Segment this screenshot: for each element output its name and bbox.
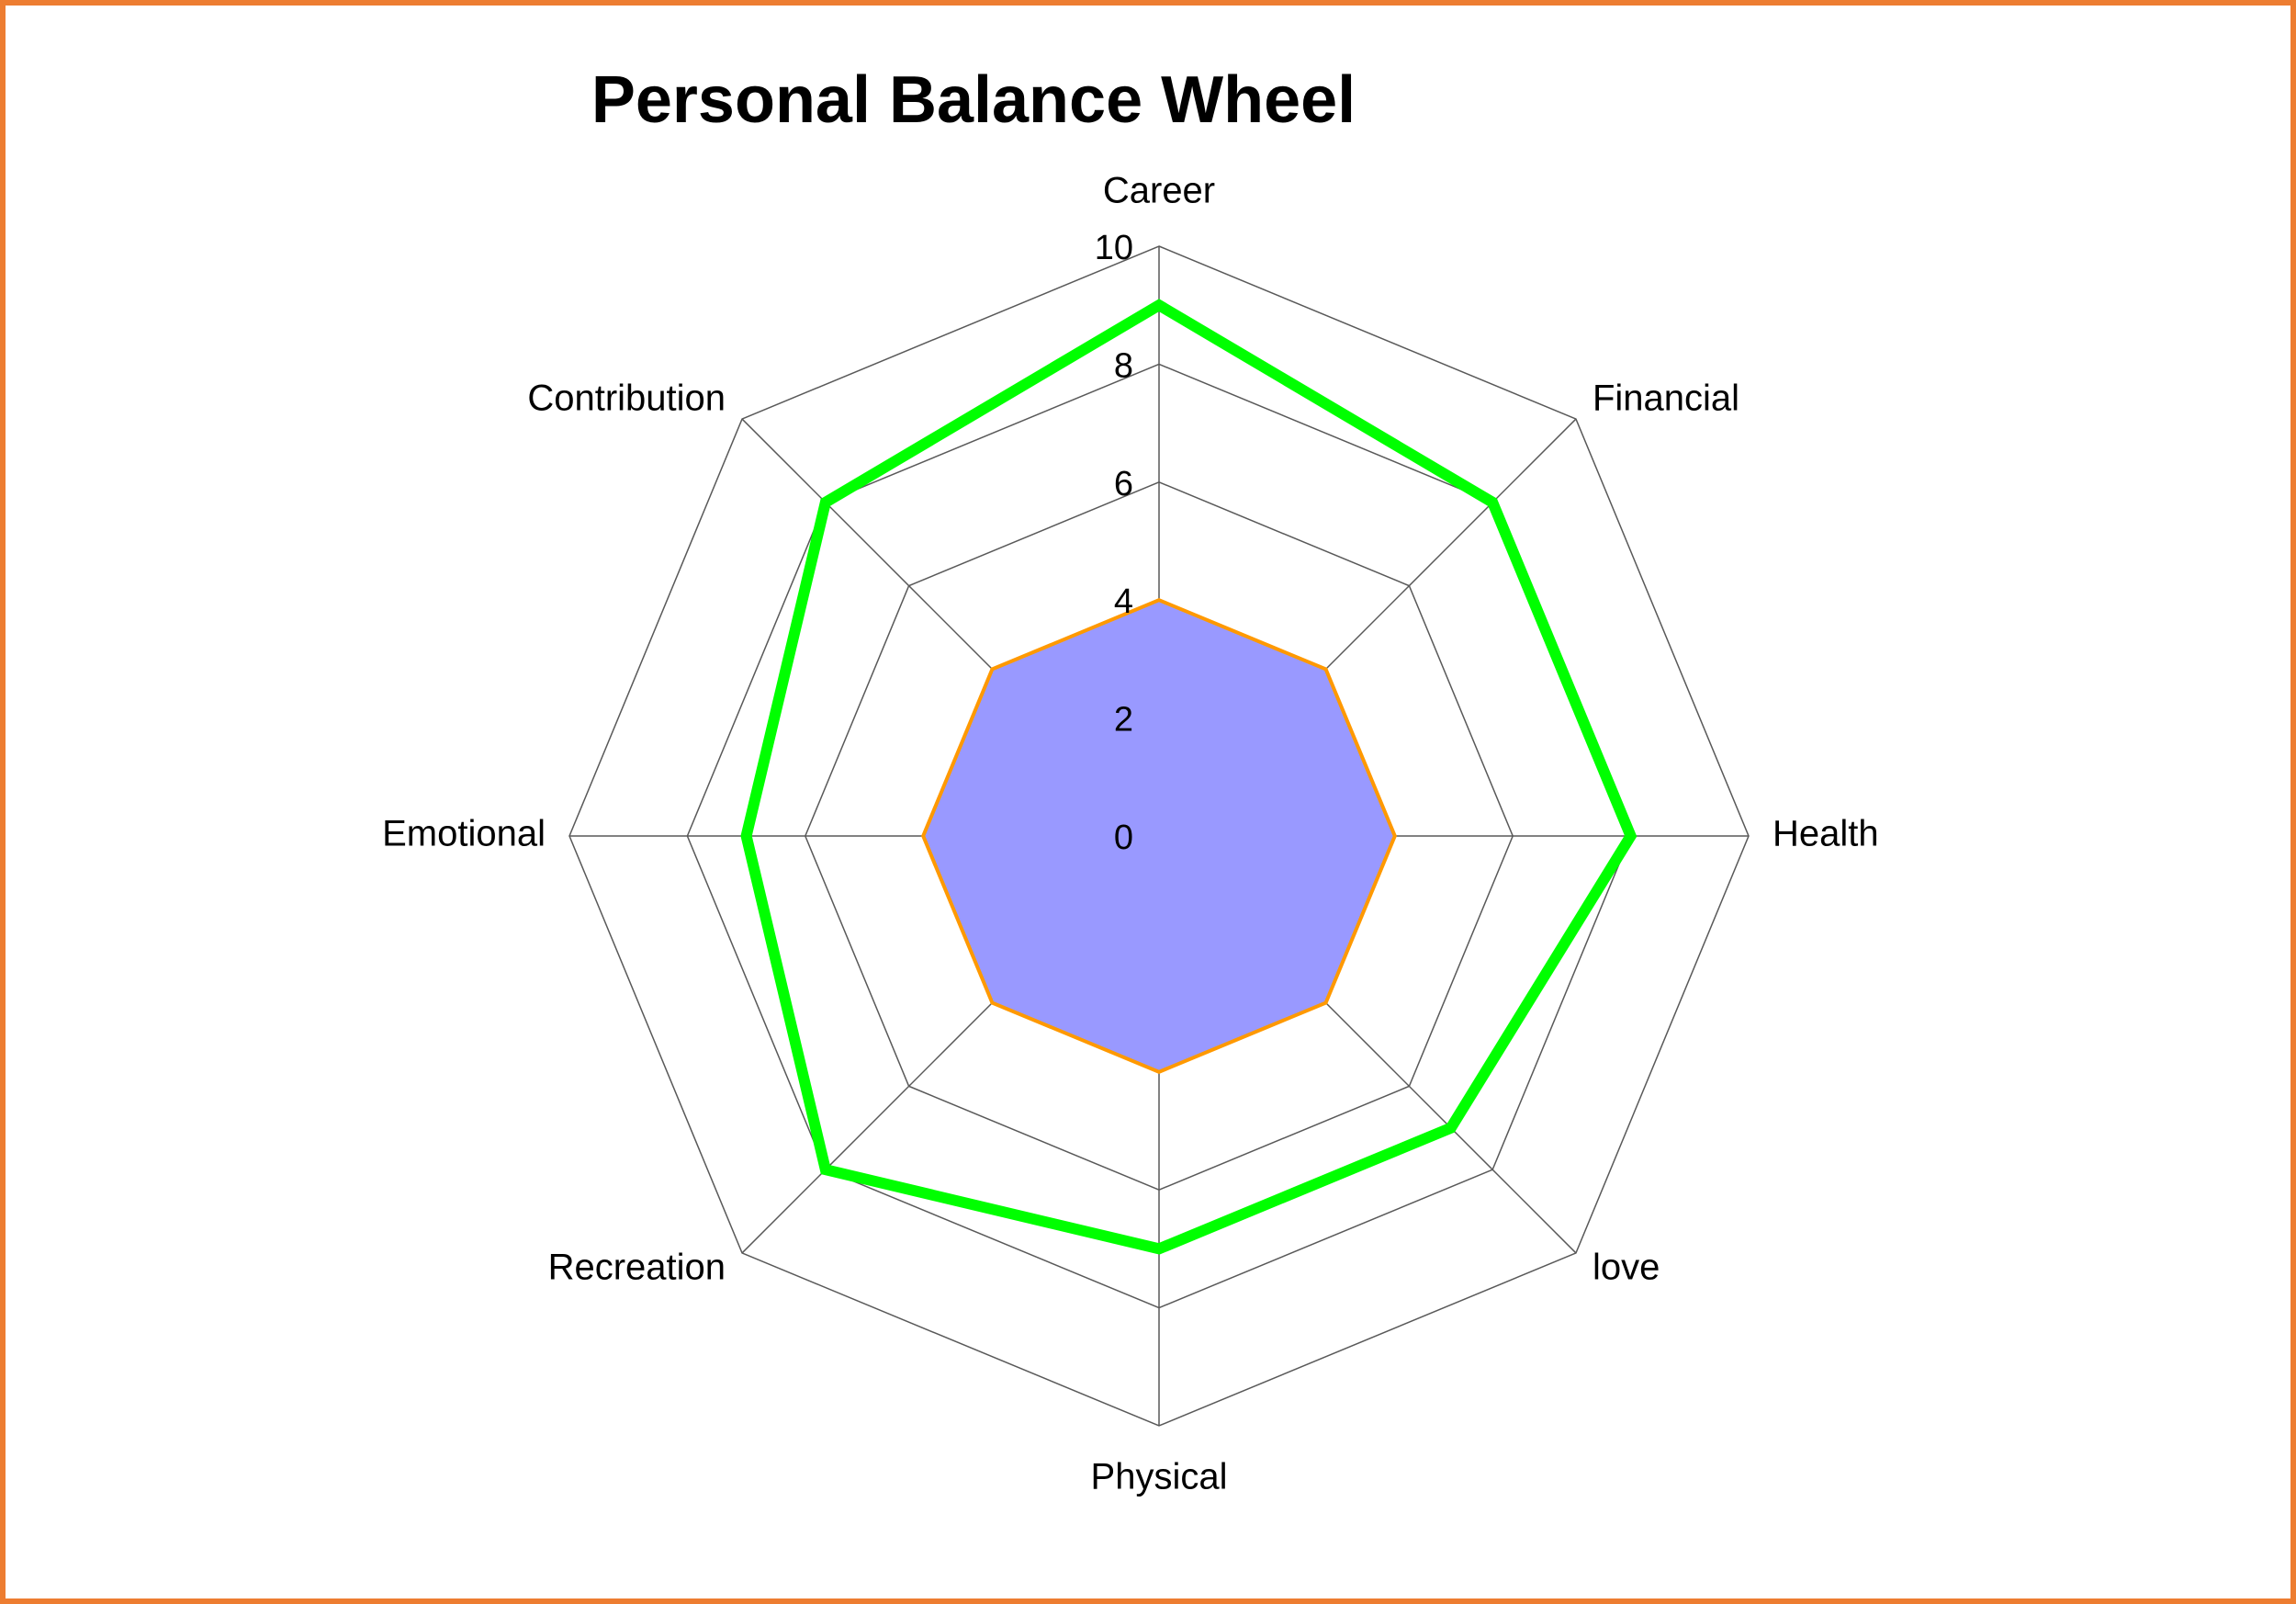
category-label-recreation: Recreation (548, 1248, 726, 1288)
category-label-physical: Physical (1091, 1457, 1228, 1497)
tick-label-4: 4 (1114, 582, 1133, 621)
tick-label-0: 0 (1114, 819, 1133, 857)
category-label-love: love (1593, 1248, 1660, 1288)
category-label-career: Career (1103, 171, 1215, 211)
series-1-polygon (921, 598, 1397, 1074)
series-2-polygon (740, 299, 1638, 1255)
chart-title: Personal Balance Wheel (591, 63, 1356, 137)
category-label-contribution: Contribution (527, 378, 726, 419)
tick-label-2: 2 (1114, 701, 1133, 740)
radar-series (740, 299, 1638, 1255)
tick-label-8: 8 (1114, 346, 1133, 385)
radar-category-labels: Career Financial Health love Physical Recreat… (382, 171, 1879, 1497)
category-label-financial: Financial (1593, 378, 1739, 419)
category-label-health: Health (1773, 814, 1879, 854)
tick-label-10: 10 (1095, 229, 1133, 267)
tick-label-6: 6 (1114, 465, 1133, 503)
category-label-emotional: Emotional (382, 814, 546, 854)
radar-tick-labels: 0 2 4 6 8 10 (1095, 229, 1133, 857)
